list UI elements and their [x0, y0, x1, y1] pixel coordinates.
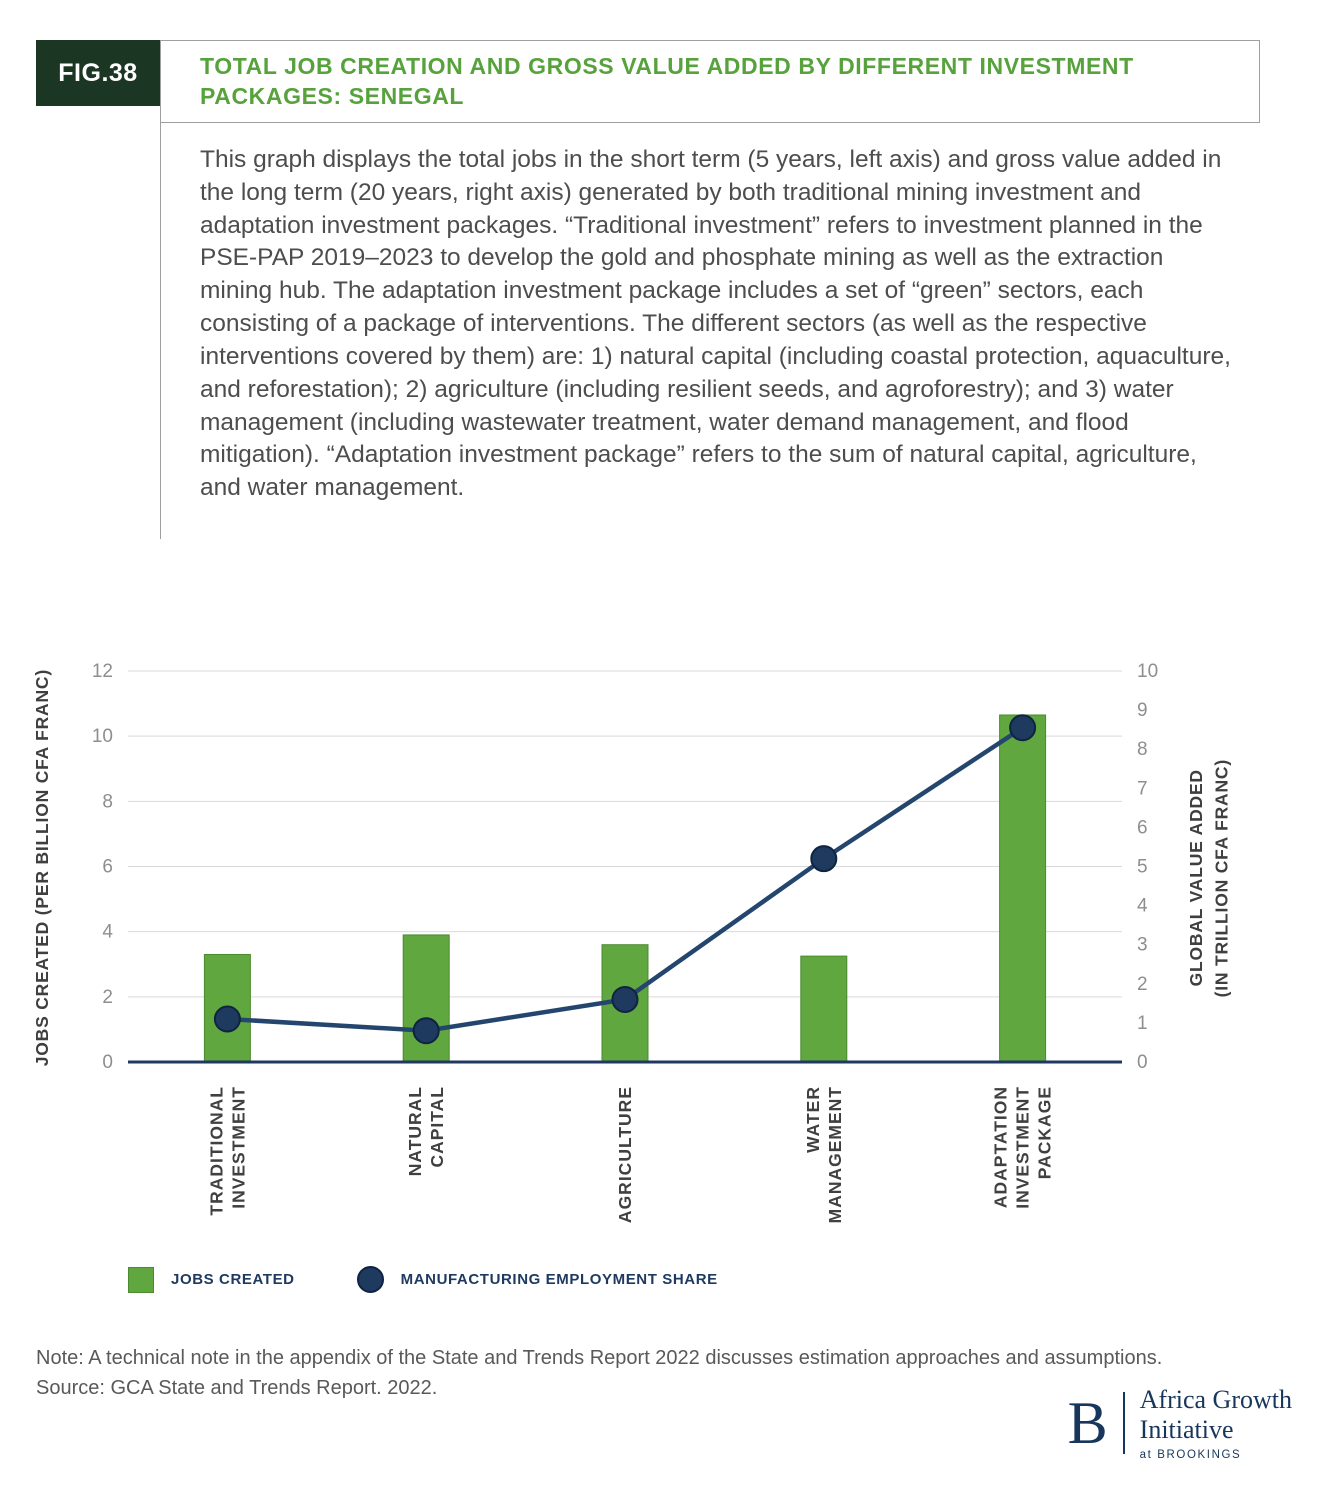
right-tick-label: 7	[1137, 778, 1148, 799]
figure-number-badge: FIG.38	[36, 40, 160, 106]
line-point-2	[611, 985, 639, 1013]
jobs-created-swatch-icon	[128, 1266, 154, 1293]
brookings-b-icon: B	[1067, 1389, 1108, 1456]
right-tick-label: 2	[1137, 974, 1148, 995]
brookings-logo: B Africa Growth Initiative at BROOKINGS	[1068, 1385, 1292, 1461]
line-point-4	[1009, 714, 1037, 742]
line-point-1	[412, 1017, 440, 1045]
category-label: CAPITAL	[427, 1086, 447, 1168]
left-axis-title: JOBS CREATED (PER BILLION CFA FRANC)	[26, 663, 60, 1073]
left-tick-label: 12	[92, 661, 113, 682]
left-tick-label: 4	[102, 922, 113, 943]
right-axis-title-text: GLOBAL VALUE ADDED (IN TRILLION CFA FRAN…	[1185, 758, 1231, 998]
logo-line-2: Initiative	[1139, 1414, 1234, 1444]
logo-text-block: Africa Growth Initiative at BROOKINGS	[1140, 1385, 1292, 1461]
legend-label-jobs-created: JOBS CREATED	[171, 1271, 295, 1288]
note-text: Note: A technical note in the appendix o…	[36, 1347, 1163, 1369]
category-label: WATER	[803, 1086, 823, 1153]
bar-3	[800, 955, 848, 1063]
bar-4	[999, 714, 1047, 1063]
right-tick-label: 4	[1137, 896, 1148, 917]
right-tick-label: 1	[1137, 1013, 1148, 1034]
figure-number: FIG.38	[58, 58, 138, 87]
left-tick-label: 6	[102, 857, 113, 878]
category-label: INVESTMENT	[228, 1086, 248, 1209]
line-point-0	[213, 1005, 241, 1033]
right-tick-label: 6	[1137, 817, 1148, 838]
category-label: NATURAL	[405, 1086, 425, 1176]
chart-legend: JOBS CREATED MANUFACTURING EMPLOYMENT SH…	[128, 1266, 718, 1293]
right-tick-label: 0	[1137, 1052, 1148, 1073]
manufacturing-share-swatch-icon	[356, 1266, 384, 1293]
legend-label-manufacturing-share: MANUFACTURING EMPLOYMENT SHARE	[400, 1271, 718, 1288]
right-axis-title: GLOBAL VALUE ADDED (IN TRILLION CFA FRAN…	[1178, 718, 1240, 1038]
legend-item-jobs-created: JOBS CREATED	[128, 1266, 295, 1293]
category-label: MANAGEMENT	[825, 1086, 845, 1223]
source-text: Source: GCA State and Trends Report. 202…	[36, 1377, 438, 1399]
category-label: ADAPTATION	[991, 1086, 1011, 1208]
left-tick-label: 0	[102, 1052, 113, 1073]
footnotes: Note: A technical note in the appendix o…	[36, 1343, 1286, 1403]
legend-item-manufacturing-share: MANUFACTURING EMPLOYMENT SHARE	[356, 1266, 718, 1293]
category-label: INVESTMENT	[1013, 1086, 1033, 1209]
category-label: PACKAGE	[1035, 1086, 1055, 1179]
logo-line-1: Africa Growth	[1139, 1385, 1292, 1414]
line-point-3	[810, 845, 838, 873]
left-tick-label: 10	[92, 726, 113, 747]
figure-description: This graph displays the total jobs in th…	[160, 114, 1261, 540]
logo-line-3: at BROOKINGS	[1139, 1448, 1242, 1461]
left-tick-label: 2	[102, 987, 113, 1008]
right-tick-label: 10	[1137, 661, 1158, 682]
logo-divider	[1122, 1391, 1125, 1454]
right-tick-label: 9	[1137, 700, 1148, 721]
right-tick-label: 8	[1137, 739, 1148, 760]
left-tick-label: 8	[102, 791, 113, 812]
right-tick-label: 5	[1137, 857, 1148, 878]
figure-title: TOTAL JOB CREATION AND GROSS VALUE ADDED…	[200, 53, 1134, 110]
category-label: AGRICULTURE	[615, 1086, 635, 1223]
figure-title-box: TOTAL JOB CREATION AND GROSS VALUE ADDED…	[160, 40, 1260, 123]
category-label: TRADITIONAL	[206, 1086, 226, 1216]
left-axis-title-text: JOBS CREATED (PER BILLION CFA FRANC)	[32, 669, 53, 1067]
right-tick-label: 3	[1137, 935, 1148, 956]
combo-chart: 0 2 4 6 8 10 12 0 1 2 3 4 5 6 7 8 9 10 TRADITIONAL INVESTME…	[0, 648, 1322, 1260]
